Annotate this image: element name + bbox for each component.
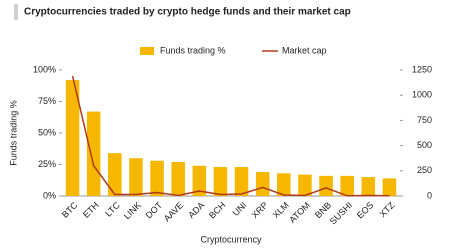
y-tick-label: 50% <box>38 127 56 137</box>
y2-tick-label: 500 <box>417 140 432 150</box>
bar <box>65 80 80 196</box>
y-axis-title: Funds trading % <box>8 100 18 166</box>
bar <box>361 177 376 196</box>
y2-tick-label: 1000 <box>412 90 432 100</box>
legend-label: Funds trading % <box>160 45 226 55</box>
y-tick-label: 0% <box>43 190 56 200</box>
line <box>71 75 390 197</box>
bar <box>298 174 312 196</box>
bar <box>129 158 143 196</box>
bar <box>171 161 185 196</box>
x-axis-title: Cryptocurrency <box>200 234 262 244</box>
bar <box>213 167 228 196</box>
bar <box>192 165 207 196</box>
y2-tick-label: 0 <box>427 190 432 200</box>
x-tick-label: SUSHI <box>328 200 355 227</box>
x-tick-label: LTC <box>103 200 122 219</box>
bar <box>340 175 354 196</box>
title-accent <box>14 4 18 20</box>
x-tick-label: BTC <box>60 200 80 220</box>
y2-tick-label: 750 <box>417 115 432 125</box>
y-tick-label: 25% <box>38 159 56 169</box>
bar <box>108 153 122 196</box>
x-tick-label: ETH <box>81 200 101 220</box>
x-tick-label: UNI <box>231 200 249 218</box>
bar <box>150 160 164 196</box>
bar <box>319 175 333 196</box>
legend-label: Market cap <box>282 45 327 55</box>
bar <box>382 178 397 196</box>
x-tick-label: ADA <box>186 200 206 220</box>
x-tick-label: EOS <box>355 200 376 221</box>
x-tick-label: XRP <box>250 200 270 220</box>
bar <box>234 167 249 196</box>
x-tick-label: XTZ <box>377 200 396 219</box>
x-tick-label: BCH <box>207 200 228 221</box>
y-tick-label: 75% <box>38 96 56 106</box>
chart-title: Cryptocurrencies traded by crypto hedge … <box>24 7 351 18</box>
bar <box>277 173 291 196</box>
y2-tick-label: 250 <box>417 165 432 175</box>
y-tick-label: 100% <box>33 64 56 74</box>
x-tick-label: ATOM <box>287 200 312 225</box>
y2-tick-label: 1250 <box>412 64 432 74</box>
x-tick-label: LINK <box>122 200 143 221</box>
legend-swatch <box>140 47 154 55</box>
bar <box>255 172 270 196</box>
bar <box>86 111 101 196</box>
x-tick-label: AAVE <box>162 200 186 224</box>
